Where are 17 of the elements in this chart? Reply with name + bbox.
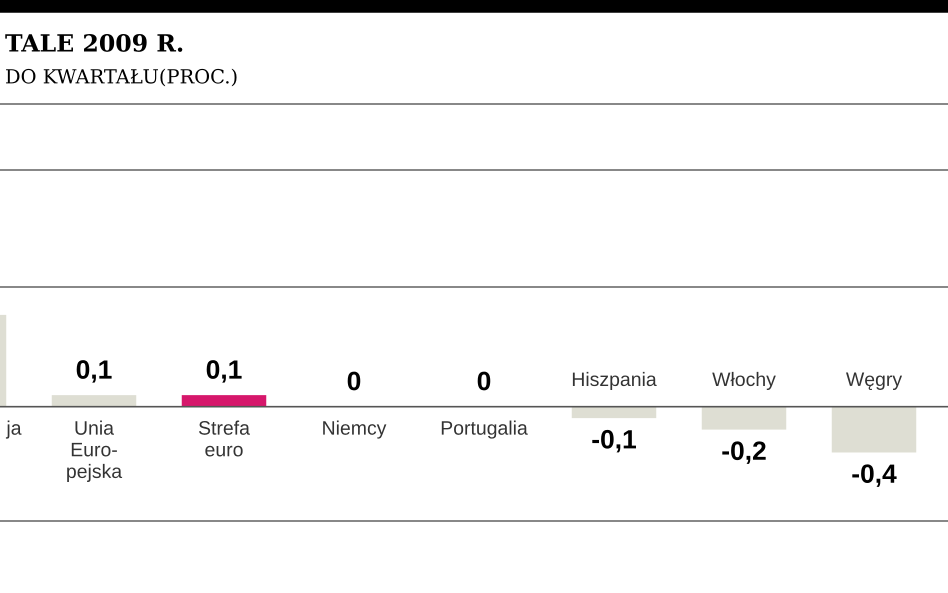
x-tick-label: Strefa euro [198,420,250,456]
chart-subtitle: DO KWARTAŁU(PROC.) [6,68,237,86]
data-label: -0,1 [592,430,636,452]
data-label: -0,4 [852,464,897,487]
x-tick-label: Niemcy [323,420,386,439]
x-tick-label: Węgry [846,372,902,390]
data-label: -0,2 [722,441,766,464]
x-tick-label: Portugalia [442,420,528,439]
data-label: 0 [478,372,490,390]
data-label: 0 [348,372,360,390]
x-tick-label: ja [6,420,22,439]
data-label: 0,1 [76,360,112,383]
x-tick-label: Unia Euro- pejska [67,420,122,482]
data-label: 0,1 [206,360,242,383]
chart-title: TALE 2009 R. [5,34,182,52]
x-tick-label: Hiszpania [572,372,657,390]
x-tick-label: Włochy [712,372,776,390]
